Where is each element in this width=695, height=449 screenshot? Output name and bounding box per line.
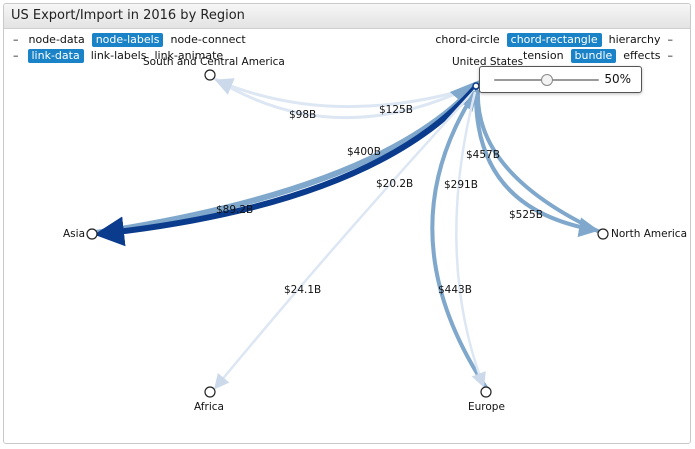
- link-label: $525B: [509, 209, 543, 221]
- collapse-toggle-1[interactable]: –: [13, 33, 19, 46]
- link-na-to-us[interactable]: [475, 89, 603, 235]
- link-label: $20.2B: [376, 178, 413, 190]
- node-africa[interactable]: Africa: [194, 386, 224, 413]
- toolbar-node-options: – node-data node-labels node-connect: [13, 33, 253, 47]
- option-link-labels[interactable]: link-labels: [90, 49, 147, 62]
- node-label: South and Central America: [143, 56, 285, 68]
- node-label: United States: [452, 56, 523, 68]
- node-us[interactable]: United States: [452, 56, 523, 90]
- option-node-data[interactable]: node-data: [28, 33, 85, 46]
- option-hierarchy[interactable]: hierarchy: [608, 33, 661, 46]
- link-us-to-asia[interactable]: [94, 86, 478, 247]
- link-label: $24.1B: [284, 284, 321, 296]
- link-us-to-na[interactable]: [473, 90, 599, 238]
- node-north-america[interactable]: North America: [597, 228, 687, 240]
- node-label: Africa: [194, 401, 224, 413]
- collapse-toggle-4[interactable]: –: [667, 49, 674, 62]
- option-link-animate[interactable]: link-animate: [154, 49, 224, 62]
- link-label: $98B: [289, 109, 316, 121]
- link-label: $89.2B: [216, 204, 253, 216]
- link-us-to-sca[interactable]: [214, 78, 476, 109]
- collapse-toggle-3[interactable]: –: [667, 33, 674, 46]
- link-label: $443B: [438, 284, 472, 296]
- toolbar-link-options: – link-data link-labels link-animate: [13, 49, 230, 63]
- tension-slider-thumb[interactable]: [540, 74, 553, 86]
- option-bundle[interactable]: bundle: [570, 49, 617, 63]
- panel-titlebar: US Export/Import in 2016 by Region: [4, 4, 690, 29]
- link-us-to-africa[interactable]: [214, 89, 476, 390]
- node-label: Asia: [63, 228, 85, 240]
- node-europe[interactable]: Europe: [468, 386, 505, 413]
- option-chord-circle[interactable]: chord-circle: [435, 33, 500, 46]
- toolbar-render-options: tension bundle effects –: [522, 49, 682, 63]
- node-asia[interactable]: Asia: [63, 228, 98, 240]
- tension-popup: 50%: [479, 66, 642, 93]
- link-label: $125B: [379, 104, 413, 116]
- toolbar-layout-options: chord-circle chord-rectangle hierarchy –: [434, 33, 682, 47]
- option-chord-rectangle[interactable]: chord-rectangle: [506, 33, 602, 47]
- link-label: $291B: [444, 179, 478, 191]
- link-label: $400B: [347, 146, 381, 158]
- tension-slider-track[interactable]: [494, 74, 599, 86]
- link-europe-to-us[interactable]: [430, 90, 489, 391]
- option-link-data[interactable]: link-data: [27, 49, 84, 63]
- option-node-labels[interactable]: node-labels: [91, 33, 164, 47]
- node-label: Europe: [468, 401, 505, 413]
- link-us-to-europe[interactable]: [455, 91, 486, 388]
- panel-title: US Export/Import in 2016 by Region: [11, 8, 245, 23]
- link-label: $457B: [466, 149, 500, 161]
- option-effects[interactable]: effects: [623, 49, 661, 62]
- node-label: North America: [611, 228, 687, 240]
- option-tension[interactable]: tension: [523, 49, 564, 62]
- node-sca[interactable]: South and Central America: [143, 56, 285, 81]
- tension-value: 50%: [604, 72, 631, 86]
- option-node-connect[interactable]: node-connect: [170, 33, 246, 46]
- chord-diagram: $98B $125B $400B $20.2B $457B $291B $525…: [63, 56, 687, 413]
- collapse-toggle-2[interactable]: –: [13, 49, 19, 62]
- link-sca-to-us[interactable]: [211, 75, 476, 120]
- diagram-panel: US Export/Import in 2016 by Region: [3, 3, 691, 444]
